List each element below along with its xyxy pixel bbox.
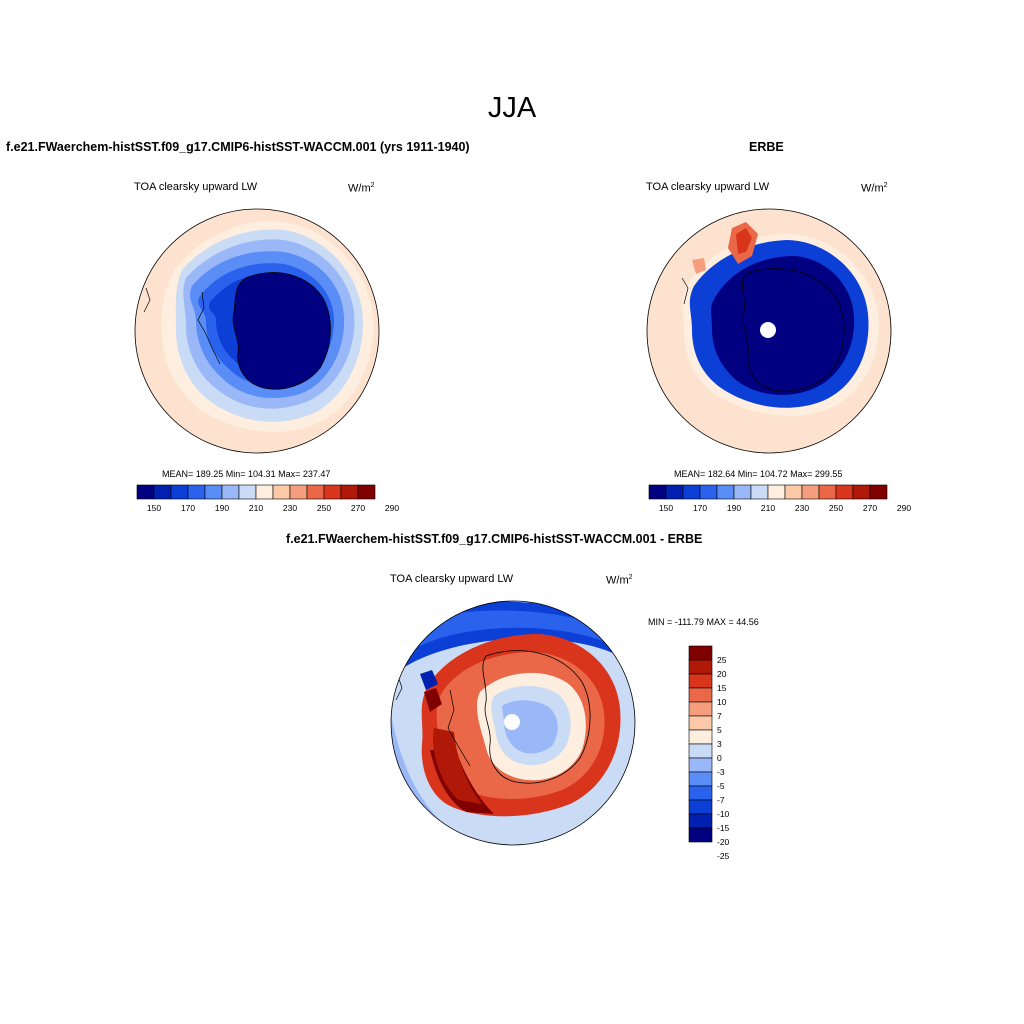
colorbar-swatch [835, 484, 854, 500]
colorbar-swatch [323, 484, 342, 500]
colorbar-swatch [688, 687, 713, 703]
colorbar-swatch [648, 484, 667, 500]
colorbar-swatch [750, 484, 769, 500]
colorbar-swatch [357, 484, 376, 500]
colorbar-swatch [818, 484, 837, 500]
colorbar-swatch [688, 729, 713, 745]
colorbar-tick-label: -25 [717, 850, 730, 861]
colorbar-swatch [688, 701, 713, 717]
colorbar-tick-label: 170 [692, 503, 708, 513]
colorbar-tick-label: 150 [146, 503, 162, 513]
colorbar-swatch [306, 484, 325, 500]
colorbar-tick-label: -3 [717, 766, 725, 777]
model-field-label: TOA clearsky upward LW [134, 181, 258, 193]
colorbar-swatch [204, 484, 223, 500]
colorbar-tick-label: 250 [828, 503, 844, 513]
colorbar-swatch [187, 484, 206, 500]
model-stats: MEAN= 189.25 Min= 104.31 Max= 237.47 [162, 469, 331, 479]
colorbar-swatch [767, 484, 786, 500]
colorbar-tick-label: 210 [248, 503, 264, 513]
diff-panel-title: f.e21.FWaerchem-histSST.f09_g17.CMIP6-hi… [286, 532, 703, 546]
colorbar-swatch [716, 484, 735, 500]
figure-title: JJA [487, 92, 537, 124]
colorbar-swatch [688, 827, 713, 843]
colorbar-tick-label: 150 [658, 503, 674, 513]
colorbar-tick-label: -15 [717, 822, 730, 833]
colorbar-tick-label: 20 [717, 668, 727, 679]
obs-colorbar [648, 484, 888, 500]
obs-field-label: TOA clearsky upward LW [646, 181, 770, 193]
colorbar-tick-label: 190 [214, 503, 230, 513]
obs-units: W/m2 [861, 182, 888, 195]
colorbar-tick-label: 270 [862, 503, 878, 513]
colorbar-swatch [170, 484, 189, 500]
obs-panel-title: ERBE [749, 140, 784, 154]
colorbar-tick-label: 270 [350, 503, 366, 513]
diff-colorbar [688, 645, 713, 843]
colorbar-tick-label: -20 [717, 836, 730, 847]
colorbar-swatch [733, 484, 752, 500]
model-panel-title: f.e21.FWaerchem-histSST.f09_g17.CMIP6-hi… [6, 140, 470, 154]
colorbar-swatch [852, 484, 871, 500]
colorbar-tick-label: 0 [717, 752, 722, 763]
colorbar-tick-label: 190 [726, 503, 742, 513]
colorbar-swatch [238, 484, 257, 500]
diff-stats: MIN = -111.79 MAX = 44.56 [648, 617, 759, 627]
colorbar-tick-label: 5 [717, 724, 722, 735]
colorbar-tick-label: 7 [717, 710, 722, 721]
colorbar-swatch [340, 484, 359, 500]
colorbar-swatch [153, 484, 172, 500]
colorbar-swatch [688, 785, 713, 801]
colorbar-swatch [688, 813, 713, 829]
colorbar-tick-label: 25 [717, 654, 727, 665]
model-units: W/m2 [348, 182, 375, 195]
colorbar-tick-label: 230 [794, 503, 810, 513]
diff-units: W/m2 [606, 574, 633, 587]
colorbar-tick-label: 290 [384, 503, 400, 513]
colorbar-swatch [688, 715, 713, 731]
colorbar-swatch [699, 484, 718, 500]
colorbar-swatch [289, 484, 308, 500]
diff-field-label: TOA clearsky upward LW [390, 573, 514, 585]
colorbar-swatch [682, 484, 701, 500]
colorbar-tick-label: 210 [760, 503, 776, 513]
colorbar-swatch [688, 799, 713, 815]
colorbar-swatch [688, 645, 713, 661]
obs-stats: MEAN= 182.64 Min= 104.72 Max= 299.55 [674, 469, 843, 479]
colorbar-tick-label: -5 [717, 780, 725, 791]
colorbar-swatch [801, 484, 820, 500]
colorbar-tick-label: 290 [896, 503, 912, 513]
colorbar-tick-label: -10 [717, 808, 730, 819]
model-colorbar [136, 484, 376, 500]
obs-polar-map [646, 208, 892, 454]
colorbar-swatch [688, 673, 713, 689]
colorbar-swatch [136, 484, 155, 500]
colorbar-tick-label: -7 [717, 794, 725, 805]
colorbar-tick-label: 170 [180, 503, 196, 513]
colorbar-tick-label: 15 [717, 682, 727, 693]
model-polar-map [134, 208, 380, 454]
colorbar-swatch [688, 757, 713, 773]
colorbar-swatch [665, 484, 684, 500]
colorbar-tick-label: 3 [717, 738, 722, 749]
colorbar-swatch [255, 484, 274, 500]
diff-polar-map [390, 600, 636, 846]
colorbar-swatch [688, 771, 713, 787]
colorbar-tick-label: 10 [717, 696, 727, 707]
colorbar-swatch [869, 484, 888, 500]
colorbar-swatch [688, 659, 713, 675]
colorbar-swatch [784, 484, 803, 500]
colorbar-tick-label: 230 [282, 503, 298, 513]
colorbar-tick-label: 250 [316, 503, 332, 513]
colorbar-swatch [272, 484, 291, 500]
colorbar-swatch [221, 484, 240, 500]
colorbar-swatch [688, 743, 713, 759]
